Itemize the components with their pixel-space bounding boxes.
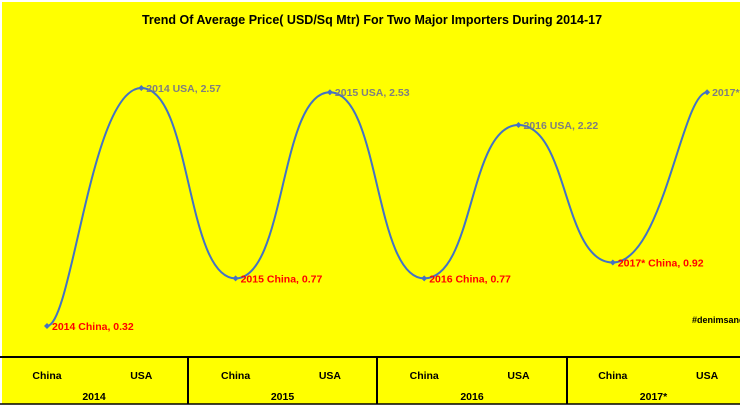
data-point-1 xyxy=(138,85,145,91)
data-markers xyxy=(44,85,711,329)
category-label-3: USA xyxy=(319,370,342,382)
data-labels: 2014 China, 0.32 2014 USA, 2.57 2015 China… xyxy=(52,83,740,333)
data-label-5: 2016 USA, 2.22 xyxy=(524,120,599,132)
category-axis: 2014 2015 2016 2017* China USA China USA China US… xyxy=(0,356,740,405)
data-label-7: 2017* USA, 2.53 xyxy=(712,87,740,99)
group-label-1: 2015 xyxy=(271,391,295,403)
group-label-3: 2017* xyxy=(640,391,668,403)
watermark-text: #denimsand xyxy=(692,315,740,325)
category-label-5: USA xyxy=(507,370,530,382)
series-line xyxy=(46,86,708,327)
data-label-0: 2014 China, 0.32 xyxy=(52,321,134,333)
category-label-4: China xyxy=(410,370,439,382)
chart-background xyxy=(2,2,740,404)
data-point-2 xyxy=(232,275,239,282)
category-label-1: USA xyxy=(130,370,153,382)
data-point-5 xyxy=(515,122,522,129)
data-label-2: 2015 China, 0.77 xyxy=(241,273,323,285)
category-label-6: China xyxy=(598,370,627,382)
data-point-3 xyxy=(326,89,333,96)
data-label-6: 2017* China, 0.92 xyxy=(618,258,704,270)
category-label-0: China xyxy=(32,370,61,382)
chart-title: Trend Of Average Price( USD/Sq Mtr) For … xyxy=(142,13,602,27)
category-label-2: China xyxy=(221,370,250,382)
data-point-7 xyxy=(704,89,711,96)
data-point-4 xyxy=(421,275,428,282)
data-label-4: 2016 China, 0.77 xyxy=(429,273,511,285)
data-label-1: 2014 USA, 2.57 xyxy=(146,83,221,95)
data-point-0 xyxy=(44,323,50,329)
group-label-0: 2014 xyxy=(82,391,106,403)
data-label-3: 2015 USA, 2.53 xyxy=(335,87,410,99)
group-label-2: 2016 xyxy=(460,391,484,403)
data-point-6 xyxy=(609,259,616,266)
category-label-7: USA xyxy=(696,370,719,382)
